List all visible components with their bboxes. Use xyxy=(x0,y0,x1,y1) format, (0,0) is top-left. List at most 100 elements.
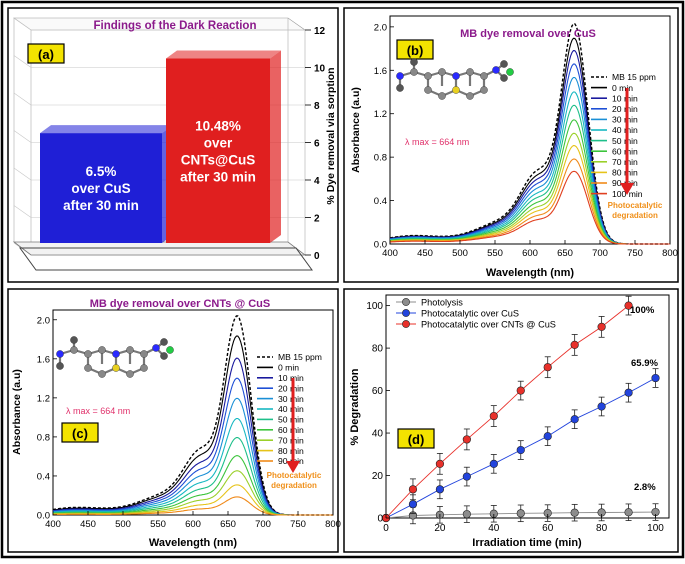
panel-d-annotation-2: 2.8% xyxy=(634,482,656,493)
molecule-atom xyxy=(466,92,474,100)
panel-a-bar-top xyxy=(166,50,281,59)
panel-c-series-90-min xyxy=(53,496,333,516)
panel-d-border xyxy=(343,288,679,553)
panel-c-arrow-text-1: Photocatalytic xyxy=(267,471,322,480)
molecule-atom xyxy=(438,68,446,76)
panel-c-ytick-label: 1.2 xyxy=(37,393,50,404)
panel-c-xtick-label: 700 xyxy=(255,519,271,530)
panel-b-xlabel: Wavelength (nm) xyxy=(486,267,575,279)
panel-d-point xyxy=(516,509,525,518)
panel-d-annotation-65: 65.9% xyxy=(631,358,658,369)
panel-b-xtick-label: 450 xyxy=(417,248,433,259)
panel-a: 6.5% over CuS after 30 min 10.48% over CNTs@C… xyxy=(7,7,339,283)
panel-b-legend-label: 50 min xyxy=(612,136,638,146)
methylene-blue-molecule-icon xyxy=(396,58,514,100)
panel-d-point xyxy=(570,415,579,424)
panel-d-point xyxy=(597,322,606,331)
panel-a-label: (a) xyxy=(38,47,54,62)
molecule-atom xyxy=(500,74,508,82)
molecule-atom xyxy=(112,364,120,372)
panel-a-bar-label: 10.48% xyxy=(195,118,241,133)
molecule-atom xyxy=(56,362,64,370)
panel-d-point xyxy=(408,485,418,494)
panel-a-bar-label: after 30 min xyxy=(63,198,139,213)
panel-a-bar-group-cntscus: 10.48% over CNTs@CuS after 30 min xyxy=(166,50,281,243)
panel-d-legend-label: Photolysis xyxy=(421,297,463,307)
panel-b-arrow-icon xyxy=(620,183,634,195)
panel-a-gridline-side xyxy=(13,130,32,143)
panel-b-ytick-label: 0.0 xyxy=(374,240,387,251)
panel-a-border xyxy=(7,7,339,283)
panel-a-ytick-label: 0 xyxy=(314,251,320,262)
panel-c-legend-label: 20 min xyxy=(278,383,304,393)
panel-c-legend-label: MB 15 ppm xyxy=(278,352,322,362)
panel-d-point xyxy=(651,373,660,383)
molecule-atom xyxy=(410,68,418,76)
panel-b-arrow-text-1: Photocatalytic xyxy=(608,201,663,210)
panel-c-legend-label: 40 min xyxy=(278,404,304,414)
panel-d-point xyxy=(489,459,498,468)
panel-a-bar-label: after 30 min xyxy=(180,169,256,184)
panel-a-gridline-side xyxy=(13,17,32,31)
panel-c-xtick-label: 400 xyxy=(45,519,61,530)
panel-b-xtick-label: 550 xyxy=(487,248,503,259)
molecule-atom xyxy=(506,68,514,76)
panel-d-xtick-label: 100 xyxy=(647,523,664,534)
panel-a-bar-label: 6.5% xyxy=(86,164,117,179)
panel-d-legend-label: Photocatalytic over CuS xyxy=(421,308,519,318)
panel-b-xtick-label: 750 xyxy=(627,248,643,259)
molecule-atom xyxy=(166,346,174,354)
panel-c-legend-label: 0 min xyxy=(278,363,299,373)
panel-b-arrow-text-2: degradation xyxy=(612,211,658,220)
panel-b-legend-label: 30 min xyxy=(612,115,638,125)
panel-b-legend-label: 20 min xyxy=(612,104,638,114)
panel-a-gridline-side xyxy=(13,92,32,106)
panel-d-ytick-label: 0 xyxy=(377,514,383,525)
panel-a-bar-label: over CuS xyxy=(71,181,130,196)
panel-c-legend-label: 30 min xyxy=(278,394,304,404)
panel-d-ytick-label: 40 xyxy=(372,429,384,440)
panel-b-lambda: λ max = 664 nm xyxy=(405,137,469,147)
panel-d-point xyxy=(570,340,579,350)
molecule-atom xyxy=(424,86,432,94)
panel-d-ytick-label: 60 xyxy=(372,386,384,397)
panel-d-legend-marker xyxy=(402,309,410,317)
panel-a-bar-group-cus: 6.5% over CuS after 30 min xyxy=(40,125,173,243)
panel-d-point xyxy=(462,510,471,519)
panel-b-legend-label: 10 min xyxy=(612,93,638,103)
panel-b-title: MB dye removal over CuS xyxy=(460,28,596,40)
panel-b-legend-label: 60 min xyxy=(612,146,638,156)
panel-c: 400 450 500 550 600 650 700 750 800 0.0 0.4 0.8 1.2 1… xyxy=(7,288,341,553)
panel-c-title: MB dye removal over CNTs @ CuS xyxy=(90,298,270,310)
panel-c-legend-label: 80 min xyxy=(278,446,304,456)
panel-a-gridline-side xyxy=(13,205,32,218)
panel-a-label-box xyxy=(27,43,65,64)
panel-d-xtick-label: 0 xyxy=(383,523,389,534)
panel-b-label: (b) xyxy=(407,43,424,58)
panel-c-legend-label: 70 min xyxy=(278,435,304,445)
panel-a-gridline-side xyxy=(13,167,32,181)
panel-d-point xyxy=(543,432,552,441)
panel-a-gridline-side xyxy=(13,55,32,68)
panel-c-xlabel: Wavelength (nm) xyxy=(149,537,238,549)
panel-c-xtick-label: 500 xyxy=(115,519,131,530)
panel-b-legend-label: 80 min xyxy=(612,168,638,178)
molecule-atom xyxy=(98,346,106,354)
panel-a-bar-label: CNTs@CuS xyxy=(181,152,255,167)
methylene-blue-molecule-icon-c xyxy=(56,336,174,378)
molecule-atom xyxy=(70,346,78,354)
panel-c-arrow-icon xyxy=(286,461,300,473)
molecule-atom xyxy=(126,346,134,354)
molecule-atom xyxy=(396,84,404,92)
panel-a-title: Findings of the Dark Reaction xyxy=(94,20,257,32)
molecule-atom xyxy=(84,364,92,372)
panel-c-ytick-label: 0.8 xyxy=(37,432,50,443)
molecule-atom xyxy=(160,352,168,360)
molecule-atom xyxy=(140,350,148,358)
panel-d-ytick-label: 80 xyxy=(372,344,384,355)
panel-d-ytick-label: 100 xyxy=(366,301,383,312)
molecule-atom xyxy=(492,66,500,74)
panel-c-ytick-label: 0.4 xyxy=(37,471,50,482)
panel-b-xtick-label: 700 xyxy=(592,248,608,259)
